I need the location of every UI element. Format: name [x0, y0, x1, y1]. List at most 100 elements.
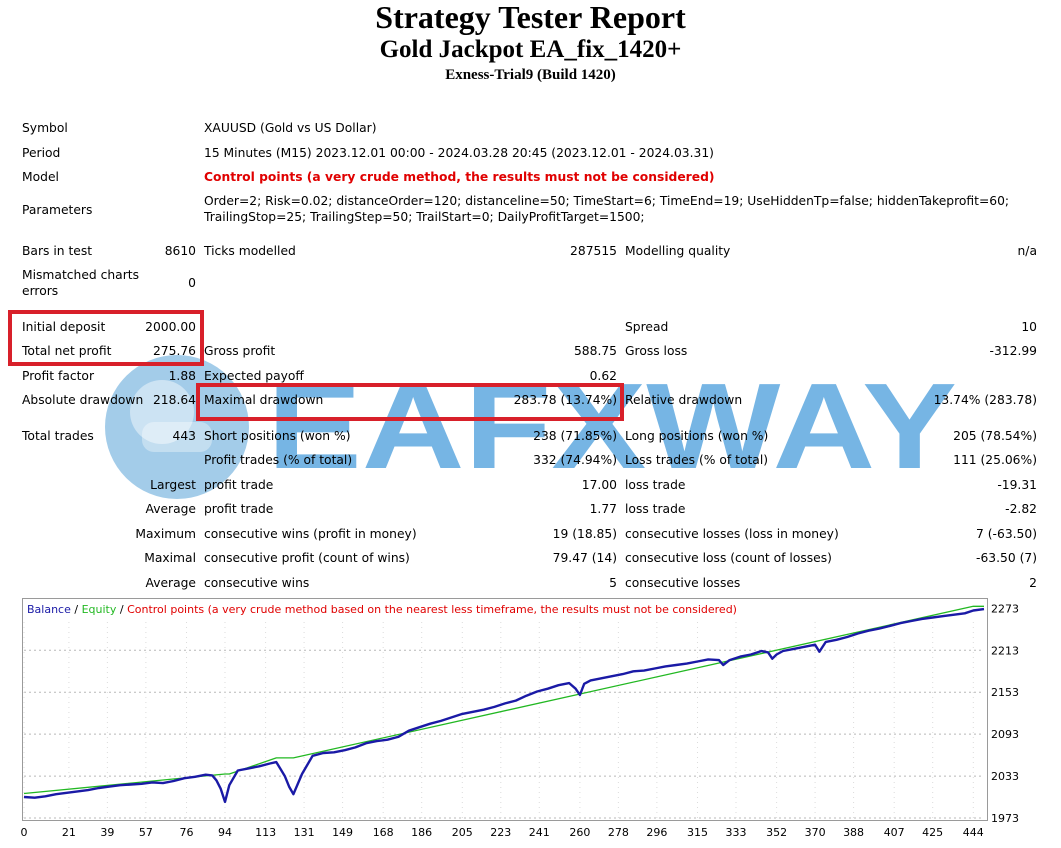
deposit-profit-highlight-box: [8, 310, 204, 366]
max-consecutive-wins-label: consecutive wins (profit in money): [204, 527, 417, 541]
largest-loss-value: -19.31: [997, 478, 1037, 492]
average-consecutive-wins-value: 5: [609, 576, 617, 590]
bars-label: Bars in test: [22, 244, 93, 258]
x-tick-label: 388: [843, 826, 864, 839]
gross-profit-label: Gross profit: [204, 344, 276, 358]
y-tick-label: 1973: [991, 812, 1019, 825]
expected-payoff-value: 0.62: [589, 369, 617, 383]
gross-profit-value: 588.75: [573, 344, 617, 358]
x-tick-label: 205: [452, 826, 473, 839]
spread-label: Spread: [625, 320, 669, 334]
maximal-drawdown-highlight-box: [196, 383, 624, 421]
x-tick-label: 333: [725, 826, 746, 839]
x-tick-label: 223: [490, 826, 511, 839]
legend-balance: Balance: [27, 603, 71, 616]
x-tick-label: 278: [608, 826, 629, 839]
loss-trades-value: 111 (25.06%): [953, 453, 1037, 467]
total-trades-label: Total trades: [22, 429, 94, 443]
maximal-drawdown-value: 283.78 (13.74%): [513, 393, 617, 407]
x-tick-label: 57: [139, 826, 153, 839]
maximal-consecutive-loss-value: -63.50 (7): [976, 551, 1037, 565]
gross-loss-value: -312.99: [989, 344, 1037, 358]
x-tick-label: 131: [294, 826, 315, 839]
deposit-value: 2000.00: [145, 320, 196, 334]
period-value: 15 Minutes (M15) 2023.12.01 00:00 - 2024…: [204, 146, 714, 160]
largest-loss-label: loss trade: [625, 478, 686, 492]
average-loss-label: loss trade: [625, 502, 686, 516]
maximal-consecutive-profit-value: 79.47 (14): [552, 551, 617, 565]
total-trades-value: 443: [172, 429, 196, 443]
x-tick-label: 407: [884, 826, 905, 839]
x-tick-label: 260: [569, 826, 590, 839]
maximal-consecutive-profit-label: consecutive profit (count of wins): [204, 551, 410, 565]
largest-profit-label: profit trade: [204, 478, 274, 492]
loss-trades-label: Loss trades (% of total): [625, 453, 769, 467]
maximum-label: Maximum: [135, 527, 196, 541]
x-tick-label: 315: [687, 826, 708, 839]
legend-separator-1: /: [71, 603, 82, 616]
server-build: Exness-Trial9 (Build 1420): [445, 67, 616, 83]
max-consecutive-losses-value: 7 (-63.50): [976, 527, 1037, 541]
deposit-label: Initial deposit: [22, 320, 106, 334]
ticks-value: 287515: [570, 244, 617, 258]
watermark-logo: EAFXWAY: [92, 352, 962, 502]
parameters-line-2: TrailingStop=25; TrailingStep=50; TrailS…: [204, 210, 645, 224]
x-tick-label: 76: [179, 826, 193, 839]
x-tick-label: 352: [766, 826, 787, 839]
net-profit-label: Total net profit: [22, 344, 112, 358]
x-tick-label: 113: [255, 826, 276, 839]
gross-loss-label: Gross loss: [625, 344, 688, 358]
absolute-drawdown-value: 218.64: [152, 393, 196, 407]
short-positions-value: 238 (71.85%): [533, 429, 617, 443]
profit-factor-label: Profit factor: [22, 369, 95, 383]
largest-profit-value: 17.00: [581, 478, 617, 492]
symbol-value: XAUUSD (Gold vs US Dollar): [204, 121, 377, 135]
watermark-circle-icon: [105, 355, 249, 499]
long-positions-label: Long positions (won %): [625, 429, 769, 443]
svg-text:Balance / Equity / Control poi: Balance / Equity / Control points (a ver…: [27, 603, 737, 616]
mismatch-value: 0: [188, 276, 196, 290]
x-tick-label: 149: [332, 826, 353, 839]
absolute-drawdown-label: Absolute drawdown: [22, 393, 144, 407]
model-warning: Control points (a very crude method, the…: [204, 170, 715, 184]
y-tick-label: 2153: [991, 686, 1019, 699]
balance-chart-frame: [22, 598, 988, 821]
period-label: Period: [22, 146, 61, 160]
average-consecutive-losses-value: 2: [1029, 576, 1037, 590]
largest-label: Largest: [150, 478, 196, 492]
quality-label: Modelling quality: [625, 244, 731, 258]
x-tick-label: 444: [963, 826, 984, 839]
max-consecutive-losses-label: consecutive losses (loss in money): [625, 527, 839, 541]
legend-equity: Equity: [82, 603, 117, 616]
average-consecutive-label: Average: [145, 576, 197, 590]
legend-separator-2: /: [116, 603, 127, 616]
maximal-label: Maximal: [144, 551, 196, 565]
average-label: Average: [145, 502, 197, 516]
relative-drawdown-value: 13.74% (283.78): [933, 393, 1037, 407]
x-tick-label: 425: [922, 826, 943, 839]
quality-value: n/a: [1017, 244, 1037, 258]
average-consecutive-wins-label: consecutive wins: [204, 576, 310, 590]
expected-payoff-label: Expected payoff: [204, 369, 304, 383]
maximal-drawdown-label: Maximal drawdown: [204, 393, 324, 407]
x-tick-label: 39: [100, 826, 114, 839]
parameters-line-1: Order=2; Risk=0.02; distanceOrder=120; d…: [204, 194, 1010, 208]
x-tick-label: 241: [529, 826, 550, 839]
average-loss-value: -2.82: [1005, 502, 1037, 516]
y-tick-label: 2033: [991, 770, 1019, 783]
x-tick-label: 296: [646, 826, 667, 839]
symbol-label: Symbol: [22, 121, 68, 135]
x-tick-label: 168: [373, 826, 394, 839]
profit-trades-label: Profit trades (% of total): [204, 453, 353, 467]
x-tick-label: 370: [805, 826, 826, 839]
x-tick-label: 94: [218, 826, 232, 839]
balance-series-line: [23, 607, 985, 804]
long-positions-value: 205 (78.54%): [953, 429, 1037, 443]
legend-control-points-note: Control points (a very crude method base…: [127, 603, 737, 616]
ea-name: Gold Jackpot EA_fix_1420+: [379, 36, 682, 63]
parameters-label: Parameters: [22, 203, 93, 217]
mismatch-label-1: Mismatched charts: [22, 268, 139, 282]
net-profit-value: 275.76: [152, 344, 196, 358]
equity-series-line: [23, 605, 984, 795]
